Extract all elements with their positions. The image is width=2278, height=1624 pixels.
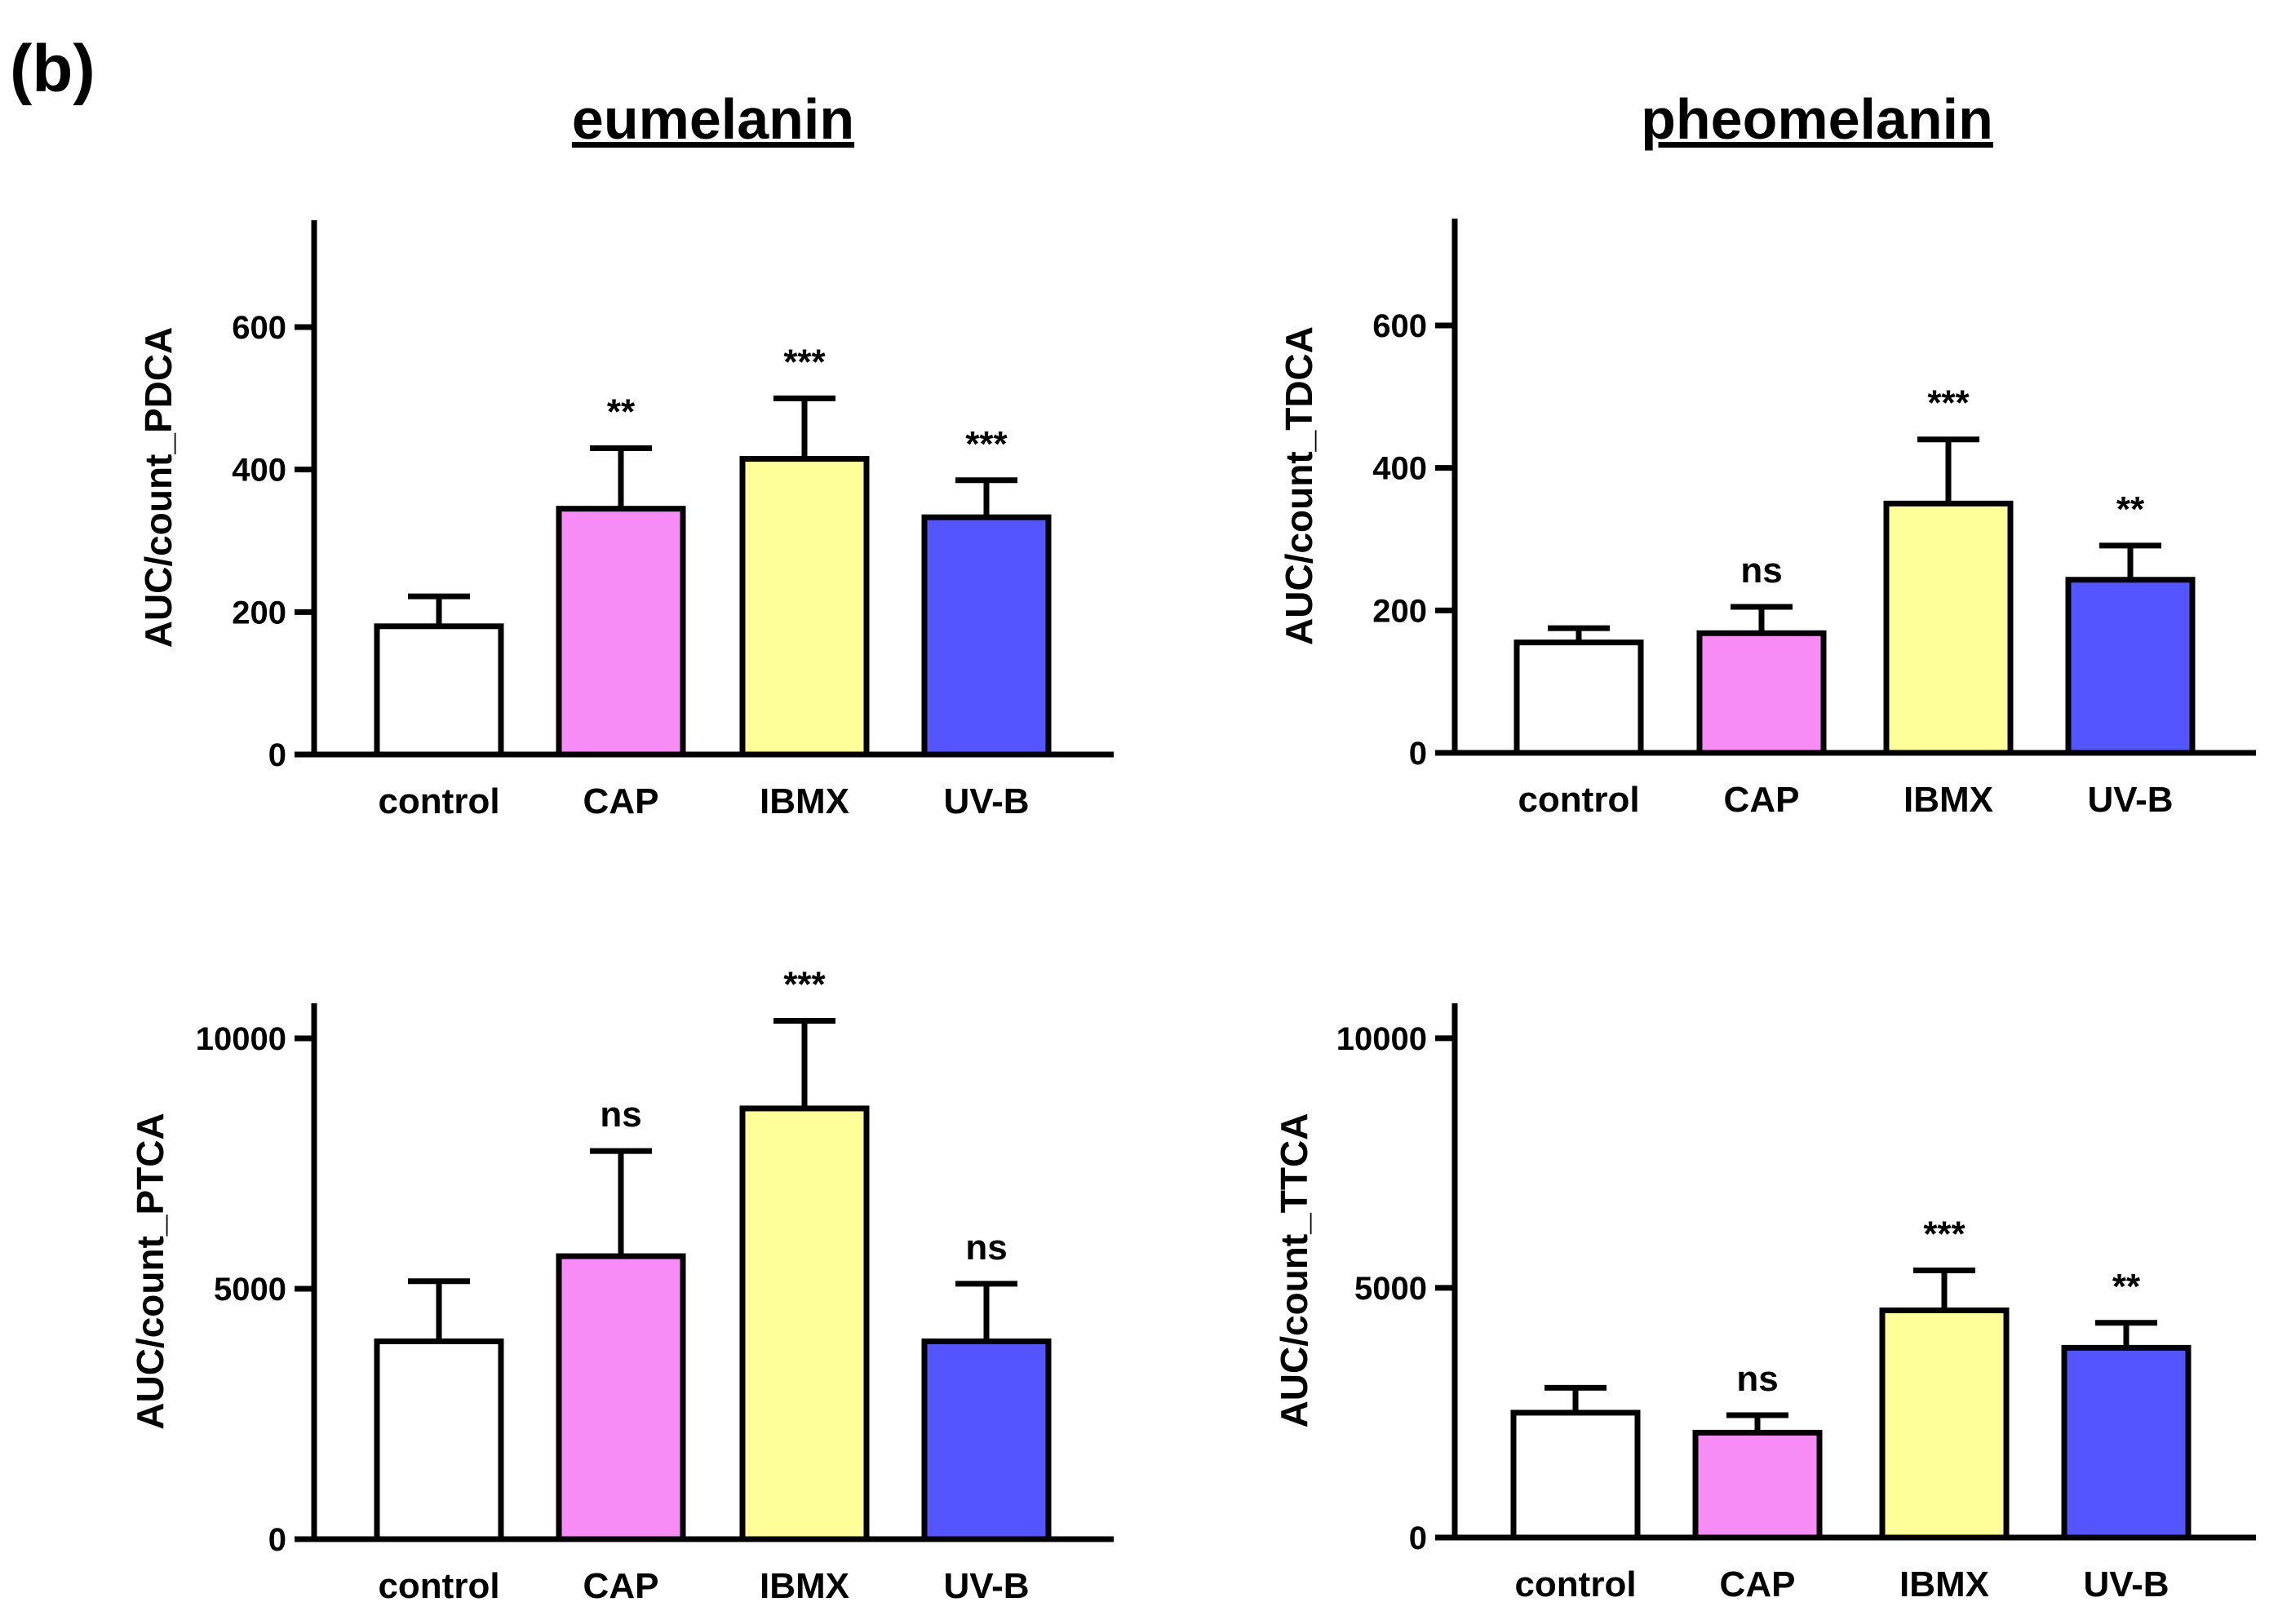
bar-control <box>1510 1409 1641 1541</box>
significance-label: *** <box>783 964 826 1004</box>
x-tick-label: UV-B <box>2083 1564 2169 1604</box>
y-tick-label: 400 <box>232 453 286 489</box>
bar-control <box>1513 639 1644 756</box>
x-tick-label: UV-B <box>943 781 1029 821</box>
bar-ibmx <box>1883 500 2014 756</box>
significance-label: ** <box>2112 1267 2141 1307</box>
x-tick-label: CAP <box>1724 780 1800 820</box>
x-tick-label: control <box>378 781 499 821</box>
column-title-pheomelanin: pheomelanin <box>1641 87 1993 151</box>
significance-label: *** <box>1923 1215 1966 1255</box>
x-tick-label: IBMX <box>1904 780 1993 820</box>
x-tick-label: IBMX <box>760 781 849 821</box>
x-tick-label: CAP <box>583 781 659 821</box>
x-tick-label: CAP <box>1720 1564 1796 1604</box>
y-tick-label: 10000 <box>196 1021 286 1057</box>
y-tick-label: 0 <box>1409 736 1427 772</box>
bar-uv-b <box>921 514 1052 758</box>
y-tick-label: 200 <box>1372 593 1427 629</box>
y-tick-label: 10000 <box>1336 1021 1427 1057</box>
bar-ibmx <box>739 456 870 758</box>
y-tick-label: 400 <box>1372 451 1427 487</box>
bar-uv-b <box>2061 1344 2192 1541</box>
y-tick-label: 0 <box>268 1522 286 1558</box>
significance-label: *** <box>783 342 826 382</box>
y-tick-label: 200 <box>232 595 286 631</box>
x-tick-label: IBMX <box>1899 1564 1989 1604</box>
bar-cap <box>1692 1429 1823 1541</box>
column-title-eumelanin: eumelanin <box>572 87 854 151</box>
bar-ibmx <box>1879 1307 2010 1541</box>
x-tick-label: CAP <box>583 1566 659 1606</box>
bar-control <box>374 1338 504 1542</box>
y-axis-title: AUC/count_PDCA <box>137 327 179 648</box>
y-axis-title: AUC/count_TTCA <box>1273 1113 1315 1428</box>
y-tick-label: 600 <box>1372 308 1427 344</box>
bar-ibmx <box>739 1105 870 1542</box>
x-tick-label: IBMX <box>760 1566 849 1606</box>
significance-label: *** <box>965 424 1008 464</box>
panel-label: (b) <box>10 32 95 106</box>
y-tick-label: 600 <box>232 310 286 346</box>
significance-label: ** <box>607 392 636 431</box>
bar-uv-b <box>2065 577 2196 756</box>
x-tick-label: control <box>1518 780 1639 820</box>
bar-cap <box>1696 630 1827 756</box>
y-axis-title: AUC/count_TDCA <box>1278 326 1320 645</box>
x-tick-label: control <box>1514 1564 1636 1604</box>
x-tick-label: UV-B <box>2087 780 2173 820</box>
significance-label: ** <box>2116 489 2145 529</box>
x-tick-label: control <box>378 1566 499 1606</box>
significance-label: ns <box>600 1095 641 1135</box>
y-tick-label: 0 <box>1409 1520 1427 1556</box>
x-tick-label: UV-B <box>943 1566 1029 1606</box>
bar-uv-b <box>921 1338 1052 1542</box>
significance-label: ns <box>965 1228 1007 1268</box>
significance-label: *** <box>1927 383 1970 423</box>
bar-cap <box>556 506 686 758</box>
significance-label: ns <box>1740 551 1782 591</box>
y-tick-label: 0 <box>268 737 286 773</box>
bar-cap <box>556 1253 686 1542</box>
y-tick-label: 5000 <box>1354 1271 1427 1307</box>
y-axis-title: AUC/count_PTCA <box>129 1113 171 1429</box>
bar-control <box>374 623 504 758</box>
significance-label: ns <box>1736 1359 1778 1399</box>
y-tick-label: 5000 <box>214 1272 286 1308</box>
